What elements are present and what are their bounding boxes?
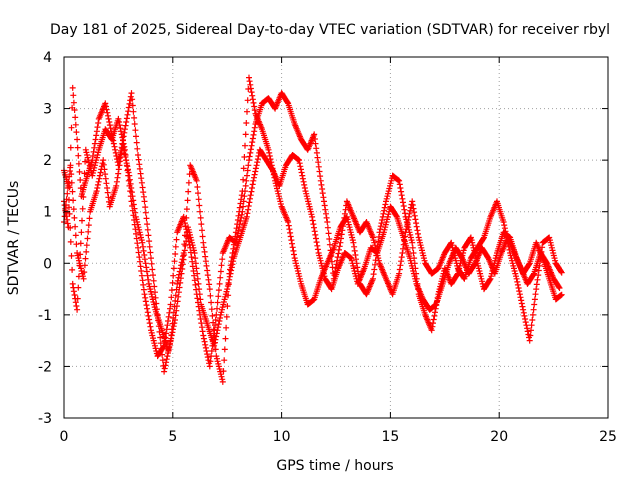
data-points: [61, 74, 565, 385]
x-tick-label: 15: [381, 429, 399, 445]
y-tick-label: 0: [43, 256, 52, 272]
y-tick-label: -1: [38, 308, 52, 324]
x-axis-label: GPS time / hours: [276, 458, 393, 474]
y-axis-label: SDTVAR / TECUs: [6, 181, 22, 296]
y-tick-label: -2: [38, 359, 52, 375]
x-tick-label: 0: [60, 429, 69, 445]
plot-frame: [63, 56, 609, 419]
x-tick-label: 20: [490, 429, 508, 445]
y-tick-label: 2: [43, 153, 52, 169]
y-tick-label: 4: [43, 50, 52, 66]
chart-title: Day 181 of 2025, Sidereal Day-to-day VTE…: [50, 22, 610, 38]
axis-ticks: [63, 56, 609, 419]
x-tick-label: 10: [273, 429, 291, 445]
y-tick-label: 3: [43, 102, 52, 118]
y-tick-label: -3: [38, 411, 52, 427]
x-tick-label: 25: [599, 429, 617, 445]
y-tick-labels: -3 -2 -1 0 1 2 3 4: [38, 50, 52, 427]
y-tick-label: 1: [43, 205, 52, 221]
x-tick-label: 5: [168, 429, 177, 445]
x-tick-labels: 0 5 10 15 20 25: [60, 429, 617, 445]
